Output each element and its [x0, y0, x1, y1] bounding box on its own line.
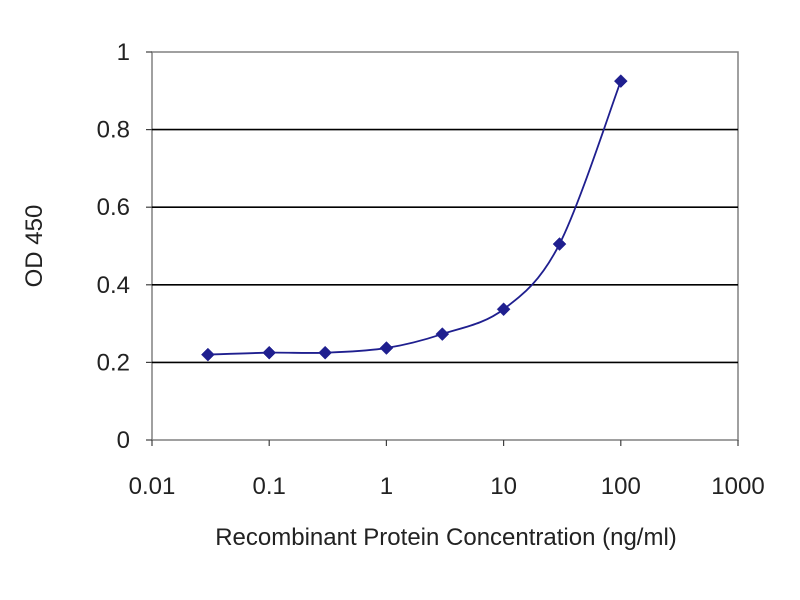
y-axis-title: OD 450 — [21, 205, 48, 288]
plot-area — [151, 51, 739, 441]
x-tick-label-1: 0.1 — [253, 473, 286, 500]
gridlines — [152, 128, 738, 364]
x-tick-label-5: 1000 — [711, 473, 764, 500]
x-tick-label-2: 1 — [380, 473, 393, 500]
y-tick-label-3: 0.6 — [97, 194, 130, 221]
y-tick-label-5: 1 — [117, 39, 130, 66]
data-points — [201, 74, 628, 362]
x-axis: 0.01 0.1 1 10 100 1000 — [129, 440, 765, 500]
y-tick-label-1: 0.2 — [97, 349, 130, 376]
data-point-7 — [613, 74, 628, 88]
data-point-1 — [262, 345, 277, 360]
x-tick-label-0: 0.01 — [129, 473, 176, 500]
x-tick-label-3: 10 — [490, 473, 517, 500]
x-axis-title: Recombinant Protein Concentration (ng/ml… — [215, 524, 677, 551]
y-axis: 0 0.2 0.4 0.6 0.8 1 — [97, 39, 152, 454]
data-point-4 — [435, 327, 450, 341]
data-point-0 — [201, 347, 215, 362]
data-point-5 — [496, 302, 511, 317]
y-tick-label-2: 0.4 — [97, 272, 130, 299]
data-point-3 — [379, 341, 394, 355]
y-tick-label-4: 0.8 — [97, 117, 130, 144]
y-tick-label-0: 0 — [117, 427, 130, 454]
x-tick-label-4: 100 — [601, 473, 641, 500]
data-point-6 — [552, 237, 567, 251]
data-point-2 — [318, 345, 332, 360]
